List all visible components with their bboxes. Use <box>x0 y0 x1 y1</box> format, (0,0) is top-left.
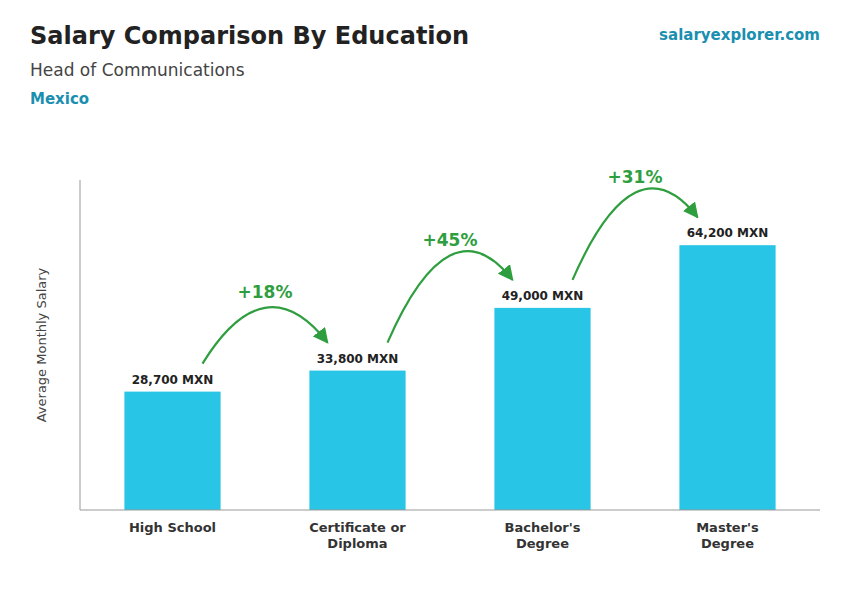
change-arrow <box>203 307 328 363</box>
y-axis-line <box>80 180 81 510</box>
x-tick-label: Bachelor'sDegree <box>505 520 581 551</box>
data-label: 64,200 MXN <box>687 226 769 240</box>
change-arrow <box>388 251 513 342</box>
bar <box>494 308 590 510</box>
bar <box>679 245 775 510</box>
annotation: Mexico <box>30 90 89 108</box>
title: Salary Comparison By Education <box>30 22 469 50</box>
y-axis-label: Average Monthly Salary <box>34 267 49 422</box>
data-label: 49,000 MXN <box>502 289 584 303</box>
data-label: 33,800 MXN <box>317 352 399 366</box>
data-label: 28,700 MXN <box>132 373 214 387</box>
x-tick-label: High School <box>129 520 216 535</box>
change-label: +45% <box>423 230 478 250</box>
x-tick-label: Certificate orDiploma <box>309 520 406 551</box>
change-label: +18% <box>238 282 293 302</box>
change-arrow <box>573 188 698 279</box>
bar <box>309 371 405 510</box>
chart: Salary Comparison By Education Head of Co… <box>0 0 850 606</box>
subtitle: Head of Communications <box>30 60 245 80</box>
x-tick-label: Master'sDegree <box>696 520 759 551</box>
change-label: +31% <box>608 167 663 187</box>
bar <box>124 392 220 510</box>
annotation: salaryexplorer.com <box>659 26 820 44</box>
x-axis-line <box>80 510 820 511</box>
bars <box>124 245 775 510</box>
